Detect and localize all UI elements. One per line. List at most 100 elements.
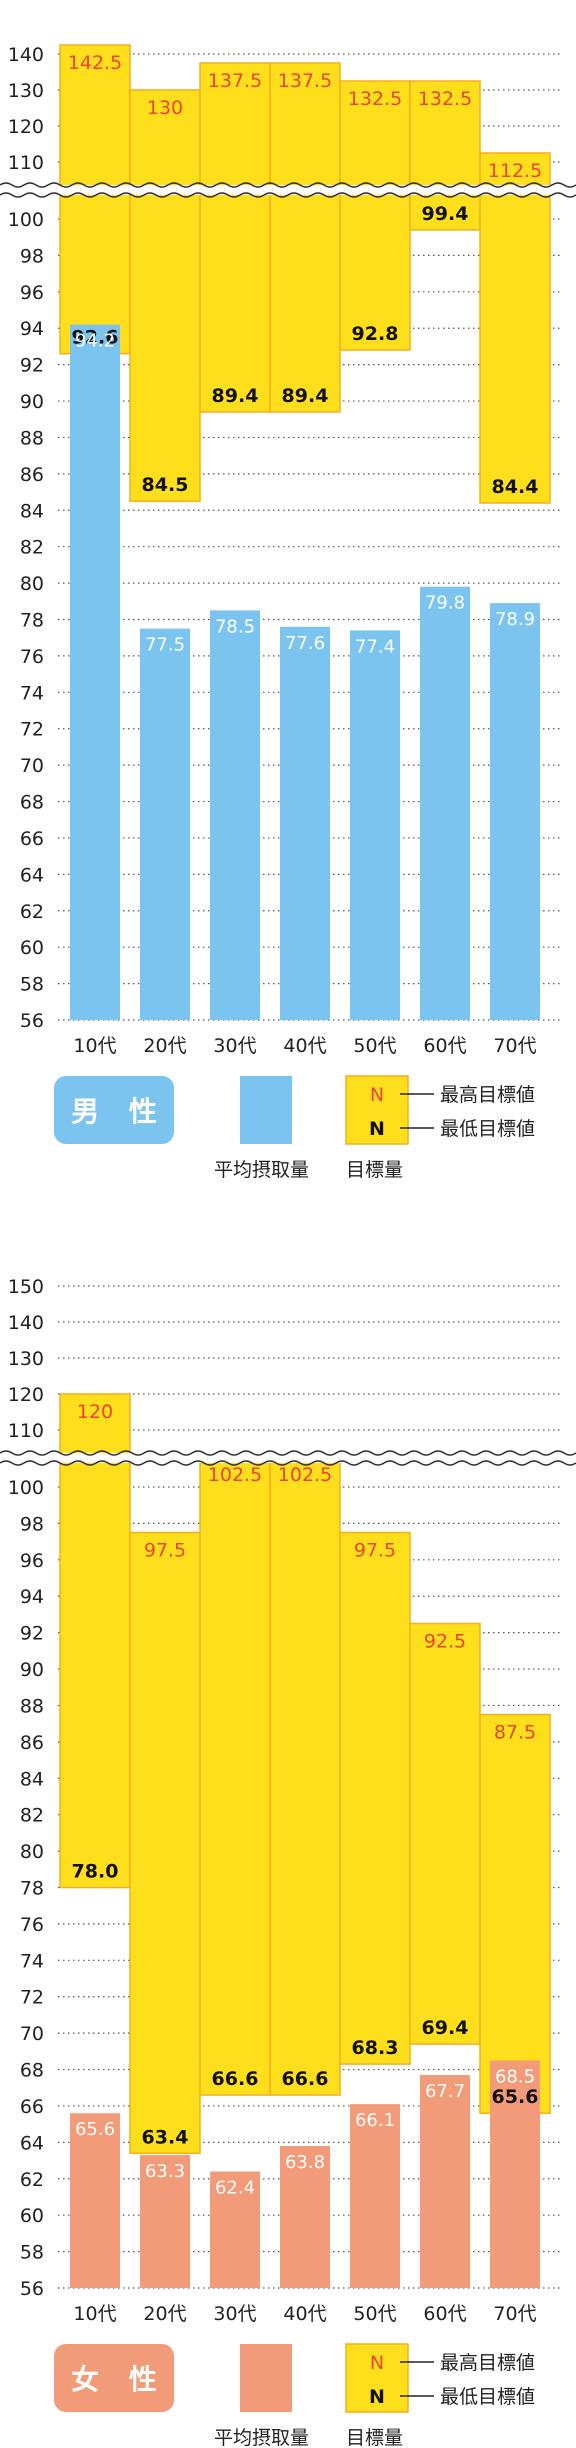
y-tick-label: 110 (8, 152, 44, 174)
average-intake-bar (210, 2171, 260, 2288)
y-tick-label: 56 (20, 1010, 44, 1032)
y-tick-label: 82 (20, 1805, 44, 1827)
average-intake-bar (350, 630, 400, 1020)
y-tick-label: 78 (20, 610, 44, 632)
x-category-label: 20代 (143, 2303, 186, 2325)
average-intake-bar (420, 586, 470, 1020)
female-chart-body: 56 58 60 62 64 66 68 70 72 74 76 78 80 82 84 86 88 90 92 94… (0, 1276, 576, 2448)
y-tick-label: 100 (8, 209, 44, 231)
min-target-label: 68.3 (352, 2037, 399, 2059)
y-tick-label: 62 (20, 901, 44, 923)
legend-max-label: 最高目標値 (440, 2352, 535, 2374)
male-chart: 56 58 60 62 64 66 68 70 72 74 76 78 80 82 84 86 88 90 92 94… (0, 44, 576, 1180)
min-target-label: 69.4 (422, 2017, 469, 2039)
min-target-label: 66.6 (282, 2068, 329, 2090)
average-intake-label: 77.5 (145, 635, 185, 656)
min-target-label: 78.0 (72, 1861, 119, 1883)
y-tick-label: 130 (8, 1348, 44, 1370)
max-target-label: 87.5 (494, 1722, 536, 1744)
female-chart: 56 58 60 62 64 66 68 70 72 74 76 78 80 82 84 86 88 90 92 94… (0, 1276, 576, 2448)
y-tick-label: 94 (20, 1586, 44, 1608)
y-tick-label: 66 (20, 828, 44, 850)
legend-min-label: 最低目標値 (440, 1118, 535, 1140)
y-tick-label: 86 (20, 1732, 44, 1754)
legend-target-swatch (345, 2343, 409, 2413)
average-intake-bar (140, 628, 190, 1020)
average-intake-bar (490, 603, 540, 1020)
legend-min-label: 最低目標値 (440, 2386, 535, 2408)
target-range-bar (269, 1456, 341, 2096)
min-target-label: 92.6 (72, 327, 119, 349)
max-target-label: 132.5 (418, 88, 472, 110)
target-range-bar (479, 1713, 551, 2114)
legend-average-label: 平均摂取量 (214, 2427, 309, 2448)
min-target-label: 84.5 (142, 474, 189, 496)
x-category-label: 50代 (353, 1035, 396, 1057)
y-tick-label: 74 (20, 682, 44, 704)
x-category-label: 20代 (143, 1035, 186, 1057)
legend-target-label: 目標量 (346, 1159, 403, 1180)
min-target-label: 99.4 (422, 203, 469, 225)
y-tick-label: 74 (20, 1950, 44, 1972)
gender-badge-label: 男 性 (71, 1095, 167, 1128)
legend-target-swatch (345, 1075, 409, 1145)
average-intake-bar (420, 2075, 470, 2288)
target-range-bar (479, 152, 551, 504)
y-tick-label: 58 (20, 2242, 44, 2264)
target-range-bar (269, 62, 341, 413)
legend-n-max: N (370, 1084, 384, 1106)
average-intake-label: 79.8 (425, 593, 465, 614)
min-target-label: 89.4 (282, 385, 329, 407)
max-target-label: 92.5 (424, 1631, 466, 1653)
legend-max-label: 最高目標値 (440, 1084, 535, 1106)
average-intake-label: 94.2 (75, 331, 115, 352)
average-intake-bar (490, 2060, 540, 2288)
bars (59, 1393, 551, 2288)
average-intake-label: 65.6 (75, 2119, 115, 2140)
y-tick-label: 130 (8, 80, 44, 102)
average-intake-label: 66.1 (355, 2110, 395, 2131)
y-tick-label: 60 (20, 937, 44, 959)
y-tick-label: 120 (8, 116, 44, 138)
max-target-label: 137.5 (278, 70, 332, 92)
max-target-label: 112.5 (488, 160, 542, 182)
target-range-bar (129, 1531, 201, 2155)
x-category-label: 10代 (73, 2303, 116, 2325)
y-tick-label: 84 (20, 1768, 44, 1790)
y-tick-label: 150 (8, 1276, 44, 1298)
legend-average-label: 平均摂取量 (214, 1159, 309, 1180)
y-tick-label: 94 (20, 318, 44, 340)
max-target-label: 102.5 (278, 1464, 332, 1486)
average-intake-bar (210, 610, 260, 1020)
y-tick-label: 96 (20, 1550, 44, 1572)
target-range-bar (199, 1456, 271, 2096)
x-category-label: 10代 (73, 1035, 116, 1057)
average-intake-bar (280, 626, 330, 1020)
y-tick-label: 82 (20, 537, 44, 559)
x-category-label: 40代 (283, 2303, 326, 2325)
average-intake-label: 62.4 (215, 2177, 255, 2198)
y-tick-label: 64 (20, 864, 44, 886)
min-target-label: 92.8 (352, 323, 399, 345)
y-tick-label: 90 (20, 391, 44, 413)
y-tick-label: 56 (20, 2278, 44, 2300)
y-tick-label: 72 (20, 1987, 44, 2009)
min-target-label: 66.6 (212, 2068, 259, 2090)
y-tick-label: 68 (20, 2060, 44, 2082)
x-category-label: 30代 (213, 1035, 256, 1057)
y-tick-label: 92 (20, 1623, 44, 1645)
max-target-label: 137.5 (208, 70, 262, 92)
max-target-label: 142.5 (68, 52, 122, 74)
average-intake-bar (350, 2104, 400, 2288)
x-category-label: 30代 (213, 2303, 256, 2325)
legend-average-swatch (240, 1076, 292, 1144)
y-tick-label: 70 (20, 755, 44, 777)
target-range-bar (409, 1622, 481, 2045)
x-category-label: 60代 (423, 1035, 466, 1057)
axis-break (0, 182, 576, 198)
y-tick-label: 64 (20, 2132, 44, 2154)
average-intake-bar (70, 2113, 120, 2288)
min-target-label: 89.4 (212, 385, 259, 407)
gender-badge (54, 2344, 174, 2412)
